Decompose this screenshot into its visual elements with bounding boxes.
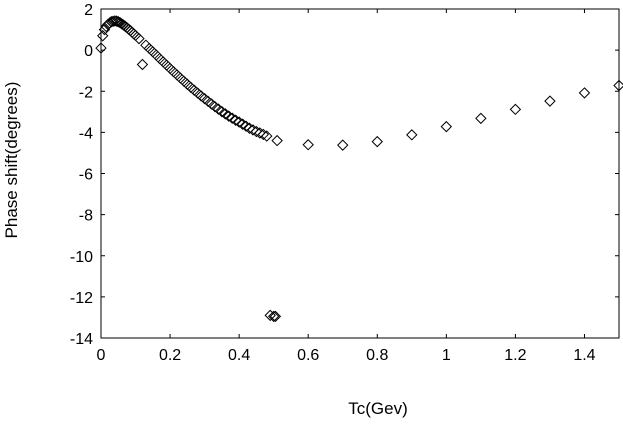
- data-point: [178, 75, 190, 87]
- data-point: [140, 39, 152, 51]
- data-point: [147, 46, 159, 58]
- data-point: [167, 66, 180, 78]
- y-tick-label: -8: [79, 208, 93, 225]
- y-tick-label: 2: [84, 2, 93, 19]
- y-tick-label: -10: [70, 249, 93, 266]
- y-tick-label: 0: [84, 43, 93, 60]
- data-point: [133, 32, 145, 45]
- data-point: [226, 112, 238, 124]
- x-tick-label: 0.6: [297, 347, 319, 364]
- x-tick-label: 1.2: [504, 347, 526, 364]
- data-point: [371, 135, 383, 148]
- data-point: [153, 52, 166, 65]
- data-point: [475, 112, 487, 125]
- data-point: [160, 59, 173, 71]
- y-tick-label: -4: [79, 125, 93, 142]
- data-point: [128, 28, 140, 40]
- y-tick-label: -6: [79, 167, 93, 184]
- data-point: [247, 124, 259, 136]
- data-point: [157, 56, 169, 68]
- x-tick-label: 0: [97, 347, 106, 364]
- data-point: [302, 139, 314, 151]
- data-point: [212, 103, 225, 115]
- data-point: [136, 58, 149, 71]
- data-point: [110, 15, 123, 27]
- data-point: [181, 78, 194, 90]
- data-point: [509, 103, 522, 116]
- data-point: [112, 16, 124, 28]
- data-point: [107, 15, 119, 28]
- y-axis-title: Phase shift(degrees): [2, 82, 21, 239]
- data-point: [209, 100, 221, 113]
- data-point: [243, 122, 256, 134]
- plot-frame: [100, 8, 620, 339]
- data-point: [171, 69, 183, 81]
- x-tick-label: 0.2: [159, 347, 181, 364]
- data-point: [164, 62, 176, 75]
- data-point: [150, 49, 162, 61]
- data-point: [97, 30, 109, 42]
- data-point: [129, 29, 142, 42]
- data-point: [98, 23, 111, 36]
- data-point: [229, 114, 242, 126]
- data-point: [267, 310, 280, 323]
- data-point: [240, 120, 252, 132]
- data-point: [578, 87, 591, 99]
- data-point: [406, 129, 418, 141]
- x-tick-label: 0.8: [366, 347, 388, 364]
- data-point: [95, 42, 107, 54]
- data-point: [216, 105, 228, 118]
- data-point: [143, 42, 156, 55]
- data-point: [337, 139, 349, 151]
- data-point: [126, 26, 138, 38]
- data-point: [254, 127, 266, 139]
- data-point: [219, 108, 232, 120]
- data-point: [269, 310, 282, 323]
- ticks-group: 0 0.2 0.4 0.6 0.8 1 1.2 1.4 2 0 -2 -4 -6 -8 -10 -12 -14: [70, 2, 619, 364]
- data-point: [261, 130, 273, 142]
- markers-group: [95, 15, 623, 323]
- data-point: [236, 118, 249, 130]
- data-point: [544, 95, 556, 107]
- data-point: [271, 134, 283, 147]
- data-point: [250, 125, 263, 138]
- data-point: [440, 120, 453, 133]
- y-tick-label: -14: [70, 331, 93, 348]
- data-point: [233, 116, 245, 128]
- y-tick-label: -2: [79, 84, 93, 101]
- x-axis-title: Tc(Gev): [348, 399, 408, 418]
- data-point: [613, 79, 623, 92]
- x-tick-label: 1.4: [573, 347, 595, 364]
- x-tick-label: 1: [442, 347, 451, 364]
- data-point: [223, 110, 235, 122]
- x-tick-label: 0.4: [228, 347, 250, 364]
- data-point: [174, 72, 187, 84]
- data-point: [257, 128, 270, 141]
- y-tick-label: -12: [70, 290, 93, 307]
